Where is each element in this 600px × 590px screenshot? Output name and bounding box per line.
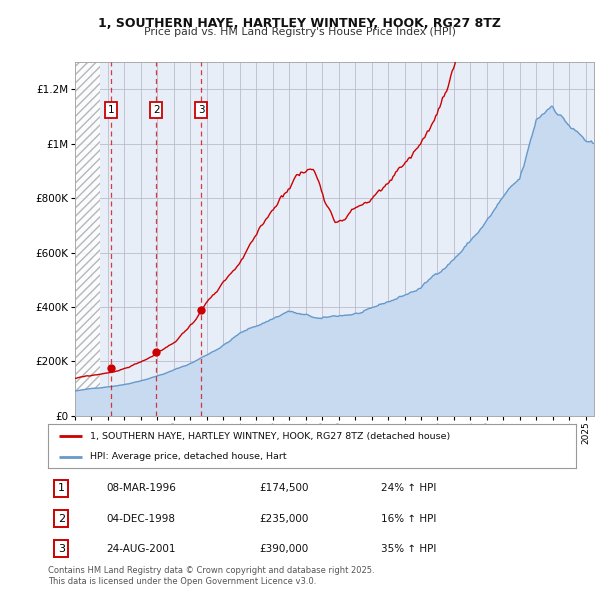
Text: Price paid vs. HM Land Registry's House Price Index (HPI): Price paid vs. HM Land Registry's House … <box>144 27 456 37</box>
Text: 24% ↑ HPI: 24% ↑ HPI <box>380 483 436 493</box>
Text: 3: 3 <box>198 105 205 114</box>
Text: 1: 1 <box>108 105 115 114</box>
Bar <box>75 62 100 416</box>
Text: 2: 2 <box>58 514 65 524</box>
Text: 24-AUG-2001: 24-AUG-2001 <box>106 544 176 554</box>
Text: 08-MAR-1996: 08-MAR-1996 <box>106 483 176 493</box>
Text: HPI: Average price, detached house, Hart: HPI: Average price, detached house, Hart <box>90 453 287 461</box>
Text: 2: 2 <box>153 105 160 114</box>
Text: 1, SOUTHERN HAYE, HARTLEY WINTNEY, HOOK, RG27 8TZ (detached house): 1, SOUTHERN HAYE, HARTLEY WINTNEY, HOOK,… <box>90 431 451 441</box>
Text: 35% ↑ HPI: 35% ↑ HPI <box>380 544 436 554</box>
Text: Contains HM Land Registry data © Crown copyright and database right 2025.
This d: Contains HM Land Registry data © Crown c… <box>48 566 374 586</box>
Text: 04-DEC-1998: 04-DEC-1998 <box>106 514 175 524</box>
Text: 16% ↑ HPI: 16% ↑ HPI <box>380 514 436 524</box>
Text: £390,000: £390,000 <box>259 544 308 554</box>
Text: £174,500: £174,500 <box>259 483 309 493</box>
Text: 3: 3 <box>58 544 65 554</box>
Text: 1, SOUTHERN HAYE, HARTLEY WINTNEY, HOOK, RG27 8TZ: 1, SOUTHERN HAYE, HARTLEY WINTNEY, HOOK,… <box>98 17 502 30</box>
Text: £235,000: £235,000 <box>259 514 308 524</box>
Text: 1: 1 <box>58 483 65 493</box>
